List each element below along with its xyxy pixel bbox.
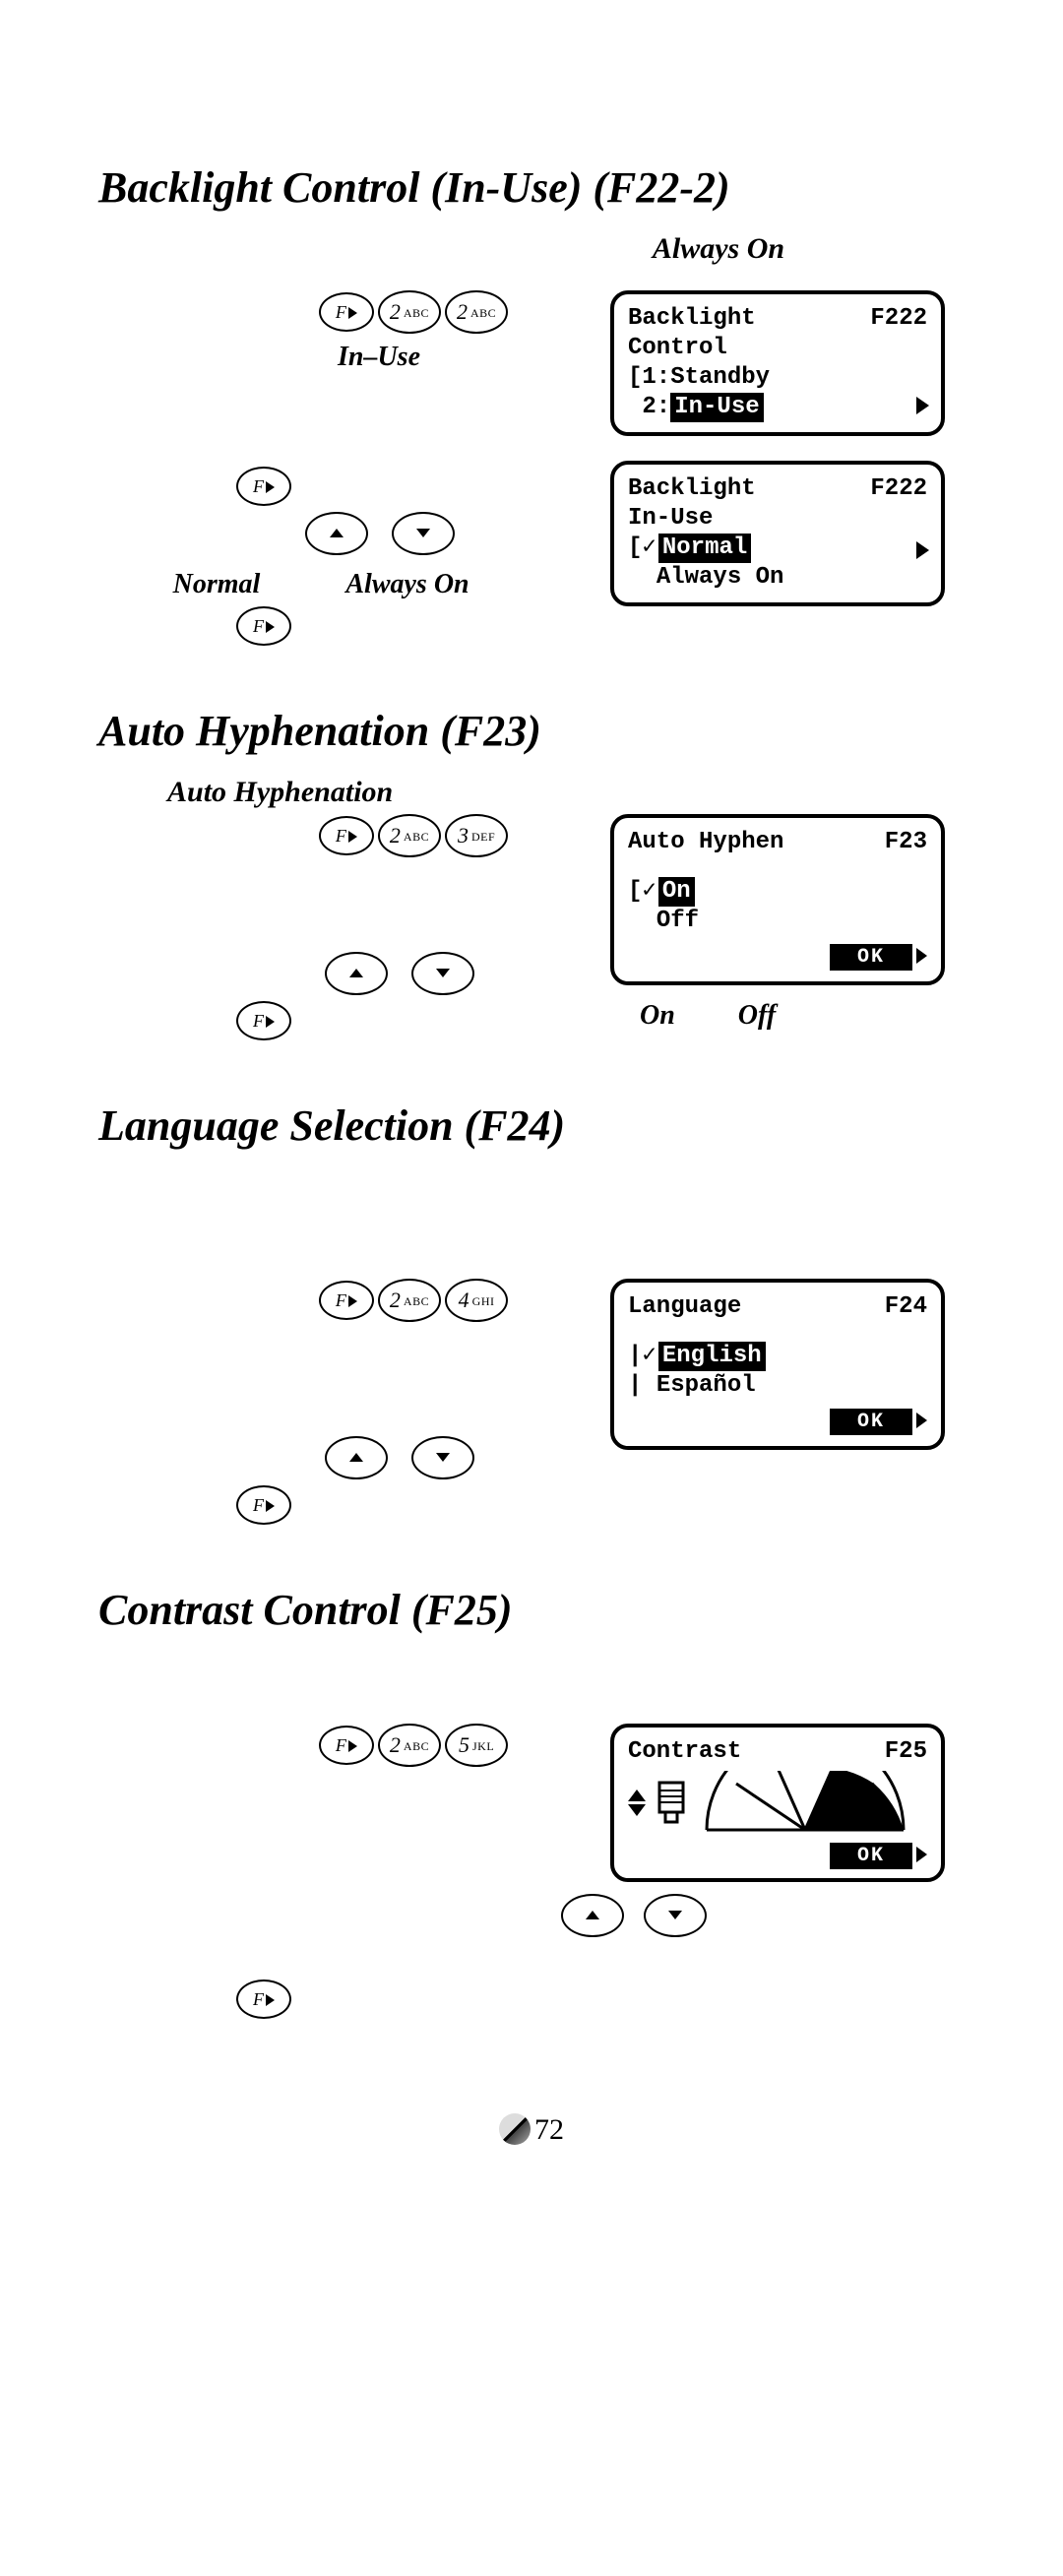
key-2: 2ABC [378, 814, 441, 857]
ok-button: OK [830, 944, 912, 971]
lcd-backlight-control: Backlight F222 Control [1:Standby 2:In-Us… [610, 290, 945, 436]
lcd-opt2: | Español [628, 1371, 927, 1401]
key-sequence-lang: F 2ABC 4GHI F [98, 1279, 610, 1531]
key-sequence-backlight-1: F 2ABC 2ABC In–Use [98, 290, 610, 373]
lcd-line: Control [628, 334, 927, 363]
key-f-2: F [236, 1001, 291, 1040]
caption-normal: Normal [128, 569, 305, 600]
lcd-backlight-inuse: Backlight F222 In-Use [Normal Always On [610, 461, 945, 606]
lcd-contrast: Contrast F25 [610, 1724, 945, 1882]
lcd-code: F222 [870, 474, 927, 504]
lcd-opt2: 2:In-Use [628, 393, 927, 422]
footer-logo-icon [499, 2113, 531, 2145]
key-up [305, 512, 368, 555]
key-f: F [319, 292, 374, 332]
updown-icon [628, 1787, 646, 1819]
lcd-title: Auto Hyphen [628, 828, 783, 857]
label-always-on-top: Always On [472, 232, 965, 266]
lcd-title: Contrast [628, 1737, 741, 1767]
label-off: Off [738, 1000, 776, 1032]
page-footer: 72 [98, 2113, 965, 2147]
key-3: 3DEF [445, 814, 508, 857]
key-2: 2ABC [378, 1724, 441, 1767]
heading-contrast: Contrast Control (F25) [98, 1585, 965, 1635]
lcd-language: Language F24 |English | Español OK [610, 1279, 945, 1450]
lcd-title: Backlight [628, 304, 756, 334]
key-f-3: F [236, 606, 291, 646]
lcd-code: F25 [885, 1737, 927, 1767]
key-sequence-backlight-2: F Normal Always On F [98, 461, 610, 652]
lcd-opt1: |English [628, 1342, 927, 1371]
contrast-fan-icon [697, 1771, 913, 1835]
key-f-2: F [236, 467, 291, 506]
key-f: F [319, 1726, 374, 1765]
lcd-code: F24 [885, 1292, 927, 1322]
key-sequence-contrast: F 2ABC 5JKL F [98, 1724, 610, 2025]
key-f: F [319, 816, 374, 855]
key-up [325, 952, 388, 995]
caption-always-on: Always On [309, 569, 506, 600]
lcd-opt1: [Normal [628, 534, 927, 563]
lcd-opt1: [1:Standby [628, 363, 927, 393]
key-2-abc: 2ABC [378, 290, 441, 334]
caption-in-use: In–Use [148, 342, 610, 373]
lcd-code: F222 [870, 304, 927, 334]
sub-hyphen: Auto Hyphenation [167, 776, 965, 809]
key-4: 4GHI [445, 1279, 508, 1322]
key-sequence-hyphen: F 2ABC 3DEF F [98, 814, 610, 1046]
lcd-screen-icon [652, 1779, 691, 1828]
heading-lang: Language Selection (F24) [98, 1100, 965, 1151]
key-down [411, 952, 474, 995]
key-f-2: F [236, 1979, 291, 2019]
key-down [644, 1894, 707, 1937]
label-on: On [640, 1000, 675, 1032]
key-down [392, 512, 455, 555]
lcd-opt2: Always On [628, 563, 927, 593]
lcd-title: Language [628, 1292, 741, 1322]
key-f-2: F [236, 1485, 291, 1525]
key-2-abc-b: 2ABC [445, 290, 508, 334]
lcd-code: F23 [885, 828, 927, 857]
ok-button: OK [830, 1409, 912, 1435]
page-number: 72 [534, 2113, 564, 2146]
lcd-opt2: Off [628, 907, 927, 936]
heading-backlight: Backlight Control (In-Use) (F22-2) [98, 162, 965, 213]
ok-button: OK [830, 1843, 912, 1869]
key-5: 5JKL [445, 1724, 508, 1767]
key-down [411, 1436, 474, 1479]
lcd-line: In-Use [628, 504, 927, 534]
key-f: F [319, 1281, 374, 1320]
lcd-title: Backlight [628, 474, 756, 504]
heading-hyphen: Auto Hyphenation (F23) [98, 706, 965, 756]
key-up [325, 1436, 388, 1479]
lcd-hyphen: Auto Hyphen F23 [On Off OK [610, 814, 945, 985]
lcd-opt1: [On [628, 877, 927, 907]
manual-page: Backlight Control (In-Use) (F22-2) Alway… [0, 0, 1063, 2206]
key-2: 2ABC [378, 1279, 441, 1322]
